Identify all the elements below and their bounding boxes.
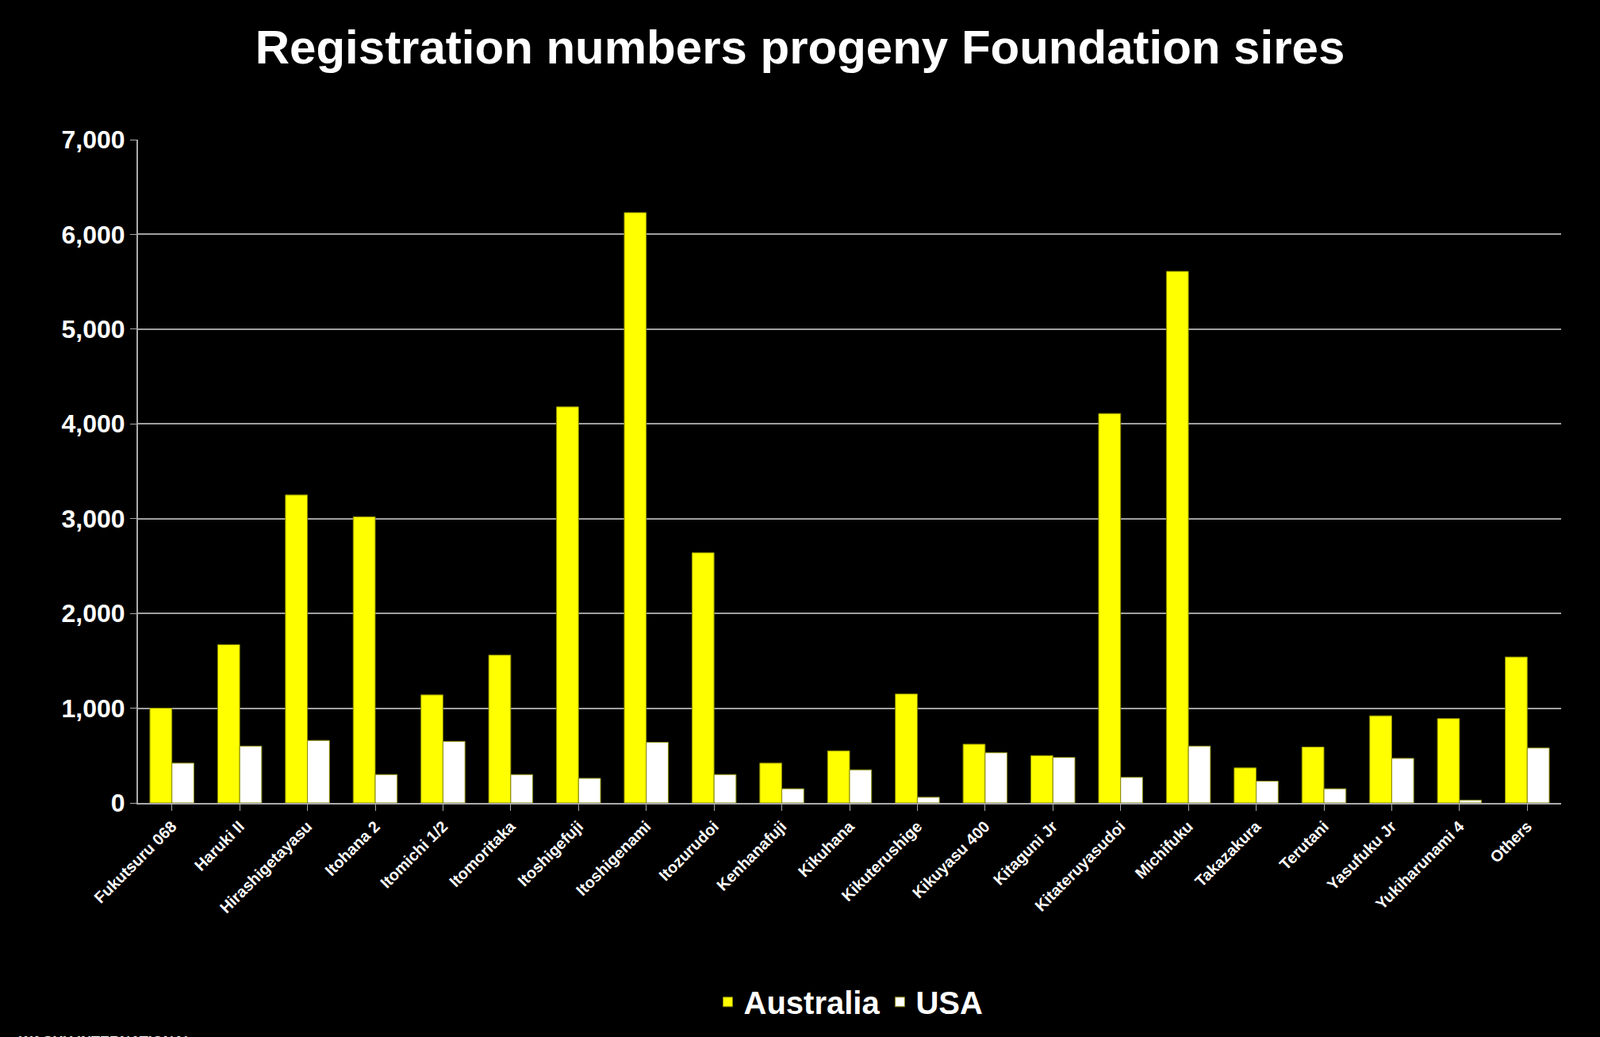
- svg-text:Hirashigetayasu: Hirashigetayasu: [216, 817, 316, 917]
- svg-text:Haruki II: Haruki II: [191, 817, 248, 874]
- svg-text:6,000: 6,000: [61, 220, 126, 250]
- svg-text:5,000: 5,000: [61, 314, 126, 344]
- svg-text:3,000: 3,000: [61, 504, 126, 534]
- svg-text:WAGYU INTERNATIONAL: WAGYU INTERNATIONAL: [19, 1033, 193, 1037]
- svg-text:Takazakura: Takazakura: [1191, 817, 1265, 891]
- svg-text:Kenhanafuji: Kenhanafuji: [713, 817, 790, 894]
- svg-text:Michifuku: Michifuku: [1131, 817, 1197, 883]
- svg-text:Australia: Australia: [744, 985, 881, 1021]
- svg-text:Kikuterushige: Kikuterushige: [837, 817, 925, 905]
- svg-text:Itoshigenami: Itoshigenami: [572, 817, 655, 899]
- svg-text:Kitateruyasudoi: Kitateruyasudoi: [1031, 817, 1129, 914]
- svg-text:Kitaguni Jr: Kitaguni Jr: [989, 817, 1062, 889]
- svg-text:Itomichi 1/2: Itomichi 1/2: [376, 817, 451, 891]
- svg-text:Kikuyasu 400: Kikuyasu 400: [909, 817, 994, 902]
- svg-text:0: 0: [111, 788, 126, 818]
- svg-text:Itohana 2: Itohana 2: [321, 817, 384, 879]
- svg-text:Terutani: Terutani: [1276, 817, 1332, 873]
- svg-text:Itomoritaka: Itomoritaka: [445, 817, 519, 891]
- svg-text:Yasufuku Jr: Yasufuku Jr: [1323, 817, 1401, 894]
- svg-text:Yukiharunami 4: Yukiharunami 4: [1372, 817, 1469, 914]
- svg-text:2,000: 2,000: [61, 598, 126, 628]
- svg-text:USA: USA: [915, 985, 983, 1021]
- svg-text:Itoshigefuji: Itoshigefuji: [514, 817, 587, 890]
- svg-text:Fukutsuru 068: Fukutsuru 068: [90, 817, 180, 906]
- svg-text:7,000: 7,000: [61, 125, 126, 154]
- svg-text:1,000: 1,000: [61, 694, 126, 723]
- svg-text:Kikuhana: Kikuhana: [794, 817, 859, 881]
- svg-text:Others: Others: [1486, 817, 1535, 866]
- svg-text:Itozurudoi: Itozurudoi: [655, 817, 722, 884]
- svg-text:4,000: 4,000: [61, 409, 126, 438]
- svg-text:Registration numbers progeny F: Registration numbers progeny Foundation …: [255, 20, 1346, 74]
